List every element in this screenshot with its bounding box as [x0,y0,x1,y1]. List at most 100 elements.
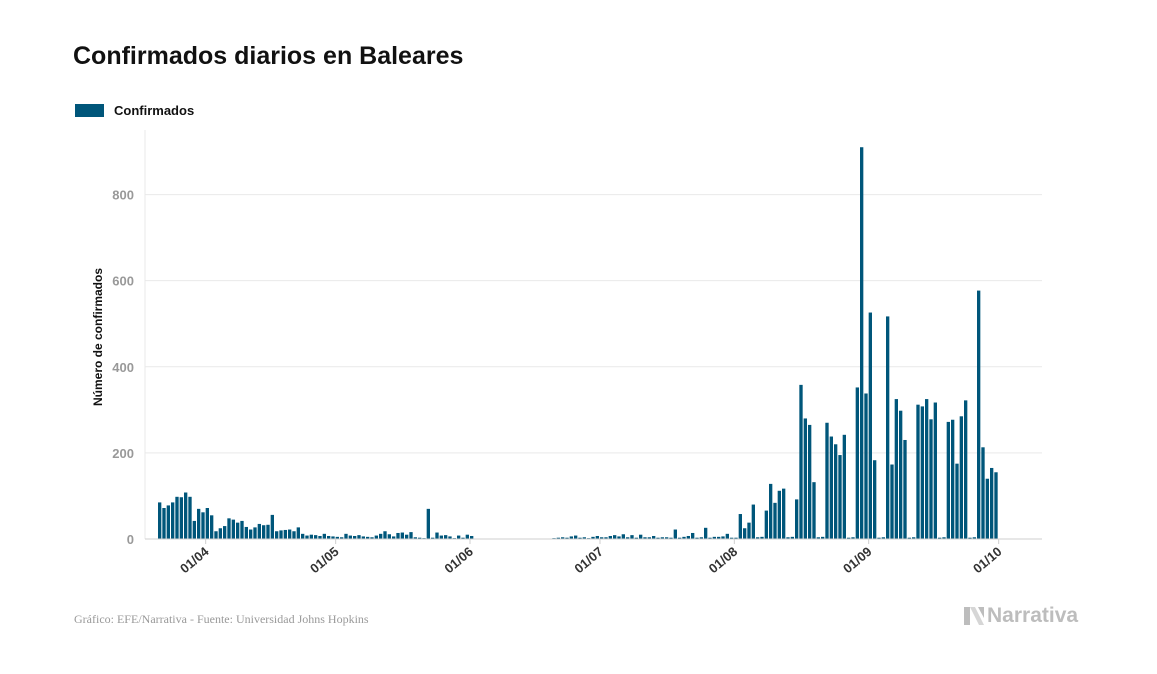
bar [738,514,742,539]
bar [968,537,972,539]
bar [314,535,318,539]
bar [665,537,669,539]
bar [340,537,344,539]
bar [704,527,708,539]
bar [903,439,907,539]
bar [288,529,292,539]
bar [275,531,279,539]
x-tick-label: 01/10 [970,544,1005,576]
bar [877,537,881,539]
y-tick-label: 0 [127,532,134,547]
bar [920,406,924,539]
bar [214,531,218,539]
bar [890,464,894,539]
bar [188,496,192,539]
bar [933,402,937,539]
bar [236,522,240,539]
bar [743,528,747,539]
bar [938,537,942,539]
bar [873,460,877,539]
bar [348,535,352,539]
bar [708,537,712,539]
bar [734,537,738,539]
bar [925,399,929,539]
bar [296,527,300,539]
bar [171,502,175,539]
brand-name: Narrativa [987,604,1079,627]
bar [994,472,998,539]
bar [613,535,617,539]
bar [985,478,989,539]
bar [751,504,755,539]
bar [357,535,361,539]
bar [223,526,227,539]
x-tick-label: 01/04 [177,543,212,576]
bar [838,455,842,539]
x-tick-label: 01/07 [571,544,606,576]
bar [470,535,474,539]
bar [344,533,348,539]
bar [335,536,339,539]
bar [600,537,604,539]
bar [387,534,391,539]
chart-title: Confirmados diarios en Baleares [73,42,464,70]
bar [812,482,816,539]
bar [777,490,781,539]
bar [760,536,764,539]
bar [695,537,699,539]
bar [197,508,201,539]
bar [413,537,417,539]
bar [929,419,933,539]
bar [860,147,864,539]
bar [175,496,179,539]
bar [184,492,188,539]
x-tick-label: 01/09 [840,544,875,576]
bar [418,537,422,539]
bar [465,534,469,539]
bar [309,534,313,539]
bar [457,535,461,539]
bar [907,537,911,539]
bar [409,532,413,539]
bar [769,483,773,539]
y-tick-label: 600 [112,274,134,289]
bar [894,399,898,539]
bar [717,536,721,539]
bar [808,424,812,539]
bar [244,526,248,539]
legend: Confirmados [75,103,194,118]
bar [747,522,751,539]
bar [834,444,838,539]
bar [639,534,643,539]
bar [868,312,872,539]
y-tick-label: 200 [112,446,134,461]
bar [370,537,374,539]
brand-logo: Narrativa [963,604,1078,628]
bar [790,536,794,539]
bar [266,524,270,539]
bar [773,502,777,539]
bar [292,531,296,539]
bar [574,535,578,539]
bar [712,536,716,539]
bar [643,537,647,539]
bar [699,537,703,539]
bar [249,529,253,539]
legend-label: Confirmados [114,103,195,118]
bar [591,536,595,539]
bar [461,537,465,539]
bar [795,499,799,539]
x-tick-label: 01/05 [307,544,342,576]
bar [253,527,257,539]
bar [201,512,205,539]
bar [942,537,946,539]
bar [366,536,370,539]
bar [946,421,950,539]
bar [660,537,664,539]
bar [331,536,335,539]
bar [730,537,734,539]
bar [955,463,959,539]
bar [673,529,677,539]
bar [626,537,630,539]
